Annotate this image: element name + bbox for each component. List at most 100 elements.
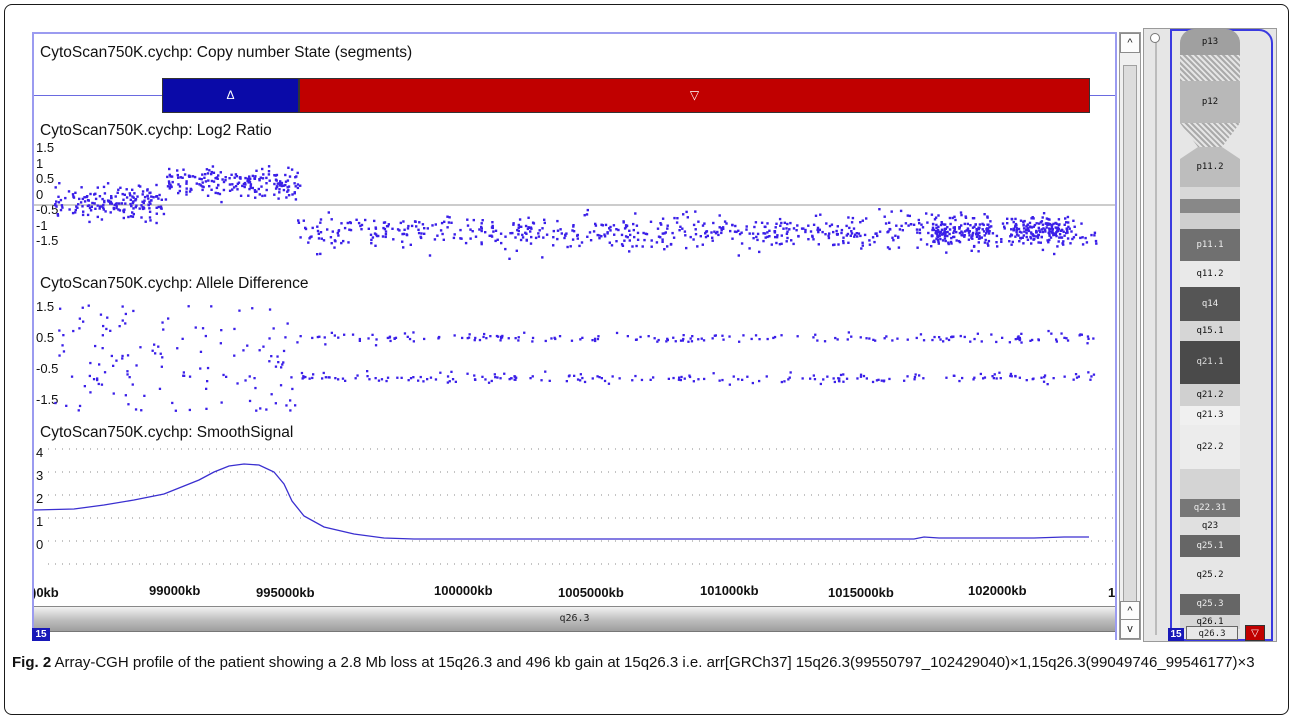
allele-point xyxy=(877,378,880,381)
log2-point xyxy=(94,207,97,210)
allele-point xyxy=(1043,374,1047,377)
band-p13[interactable]: p13 xyxy=(1180,29,1240,55)
band-unlabeled[interactable] xyxy=(1180,187,1240,199)
log2-point xyxy=(355,218,358,221)
log2-point xyxy=(711,236,714,239)
log2-point xyxy=(983,213,986,216)
log2-point xyxy=(624,235,628,238)
loss-segment[interactable]: ▽ xyxy=(299,78,1090,113)
log2-point xyxy=(888,247,891,251)
band-q26-3[interactable]: q26.1 xyxy=(1180,615,1240,629)
log2-point xyxy=(150,195,153,198)
scroll-up-button-2[interactable]: ^ xyxy=(1120,601,1140,621)
band-unlabeled[interactable] xyxy=(1180,469,1240,499)
band-q22-2[interactable]: q21.2 xyxy=(1180,384,1240,406)
log2-point xyxy=(816,228,819,232)
allele-point xyxy=(83,385,86,388)
log2-point xyxy=(374,233,378,236)
log2-point xyxy=(212,171,216,174)
ideogram-loss-marker[interactable]: ▽ xyxy=(1245,625,1265,641)
band-p11-2[interactable]: p12 xyxy=(1180,81,1240,123)
band-unlabeled[interactable] xyxy=(1180,199,1240,213)
log2-point xyxy=(60,204,64,207)
log2-point xyxy=(804,228,807,232)
log2-point xyxy=(136,195,139,198)
log2-point xyxy=(666,245,669,248)
log2-point xyxy=(1015,224,1018,227)
log2-point xyxy=(261,167,264,171)
log2-point xyxy=(615,240,618,243)
allele-point xyxy=(979,372,982,376)
allele-point xyxy=(482,335,485,339)
log2-point xyxy=(369,233,373,236)
log2-point xyxy=(1045,217,1049,220)
log2-point xyxy=(939,223,943,227)
scroll-thumb[interactable] xyxy=(1123,65,1137,603)
allele-point xyxy=(649,378,652,381)
log2-point xyxy=(129,202,132,206)
log2-point xyxy=(260,185,263,188)
zoom-slider-knob[interactable] xyxy=(1150,33,1160,43)
allele-point xyxy=(1086,335,1090,338)
band-q21-3[interactable]: q21.1 xyxy=(1180,341,1240,384)
allele-point xyxy=(859,336,862,339)
log2-point xyxy=(235,175,239,178)
scroll-down-button[interactable]: v xyxy=(1120,619,1140,639)
band-q25-2[interactable]: q23 xyxy=(1180,517,1240,535)
band-p11-1[interactable] xyxy=(1180,123,1240,147)
band-q23[interactable]: q22.2 xyxy=(1180,425,1240,469)
allele-point xyxy=(159,352,162,355)
gain-segment[interactable]: Δ xyxy=(162,78,299,113)
log2-point xyxy=(348,221,352,224)
log2-point xyxy=(239,176,242,179)
allele-point xyxy=(446,375,450,378)
scroll-up-button[interactable]: ^ xyxy=(1120,33,1140,53)
band-q25-3[interactable]: q25.1 xyxy=(1180,535,1240,557)
allele-point xyxy=(408,337,412,341)
band-q21-2[interactable]: q15.1 xyxy=(1180,321,1240,341)
log2-point xyxy=(132,200,135,203)
log2-point xyxy=(556,219,559,223)
band-q26-1[interactable]: q25.2 xyxy=(1180,557,1240,594)
allele-point xyxy=(333,334,336,337)
log2-point xyxy=(1036,234,1040,237)
band-q25-1[interactable]: q22.31 xyxy=(1180,499,1240,517)
log2-point xyxy=(842,236,845,239)
band-q11-2[interactable]: p11.2 xyxy=(1180,147,1240,187)
allele-point xyxy=(945,337,948,340)
allele-point xyxy=(154,352,157,355)
log2-point xyxy=(778,243,782,246)
log2-point xyxy=(1062,240,1065,243)
band-q15-1[interactable]: q11.2 xyxy=(1180,261,1240,287)
log2-point xyxy=(857,232,861,235)
allele-point xyxy=(356,374,359,377)
band-q21-1[interactable]: q14 xyxy=(1180,287,1240,321)
chromosome-15-ideogram[interactable]: p13 p12 p11.2 p11.1 q11.2 q14 q15.1 q21.1 q21.2 q… xyxy=(1180,29,1240,629)
band-q22-31[interactable]: q21.3 xyxy=(1180,406,1240,425)
log2-point xyxy=(895,224,898,227)
band-p12[interactable] xyxy=(1180,55,1240,81)
ideogram-selected-band[interactable]: q26.3 xyxy=(1186,626,1238,640)
band-q14[interactable]: p11.1 xyxy=(1180,229,1240,261)
log2-point xyxy=(926,221,929,224)
vertical-scrollbar[interactable]: ^ ^ v xyxy=(1119,32,1141,640)
log2-point xyxy=(472,218,475,222)
log2-point xyxy=(381,235,385,238)
log2-point xyxy=(628,229,631,232)
zoom-slider-track[interactable] xyxy=(1155,37,1157,635)
log2-point xyxy=(100,205,103,208)
allele-point xyxy=(423,337,426,341)
log2-point xyxy=(875,232,878,235)
log2-point xyxy=(336,231,339,235)
allele-point xyxy=(72,329,75,333)
log2-point xyxy=(1036,236,1040,239)
allele-point xyxy=(750,337,753,341)
log2-point xyxy=(1052,222,1055,226)
log2-point xyxy=(275,173,279,177)
log2-point xyxy=(606,232,609,235)
band-q26-2[interactable]: q25.3 xyxy=(1180,594,1240,615)
allele-point xyxy=(188,375,192,378)
log2-point xyxy=(85,195,88,199)
log2-point xyxy=(935,226,938,230)
band-unlabeled[interactable] xyxy=(1180,213,1240,229)
